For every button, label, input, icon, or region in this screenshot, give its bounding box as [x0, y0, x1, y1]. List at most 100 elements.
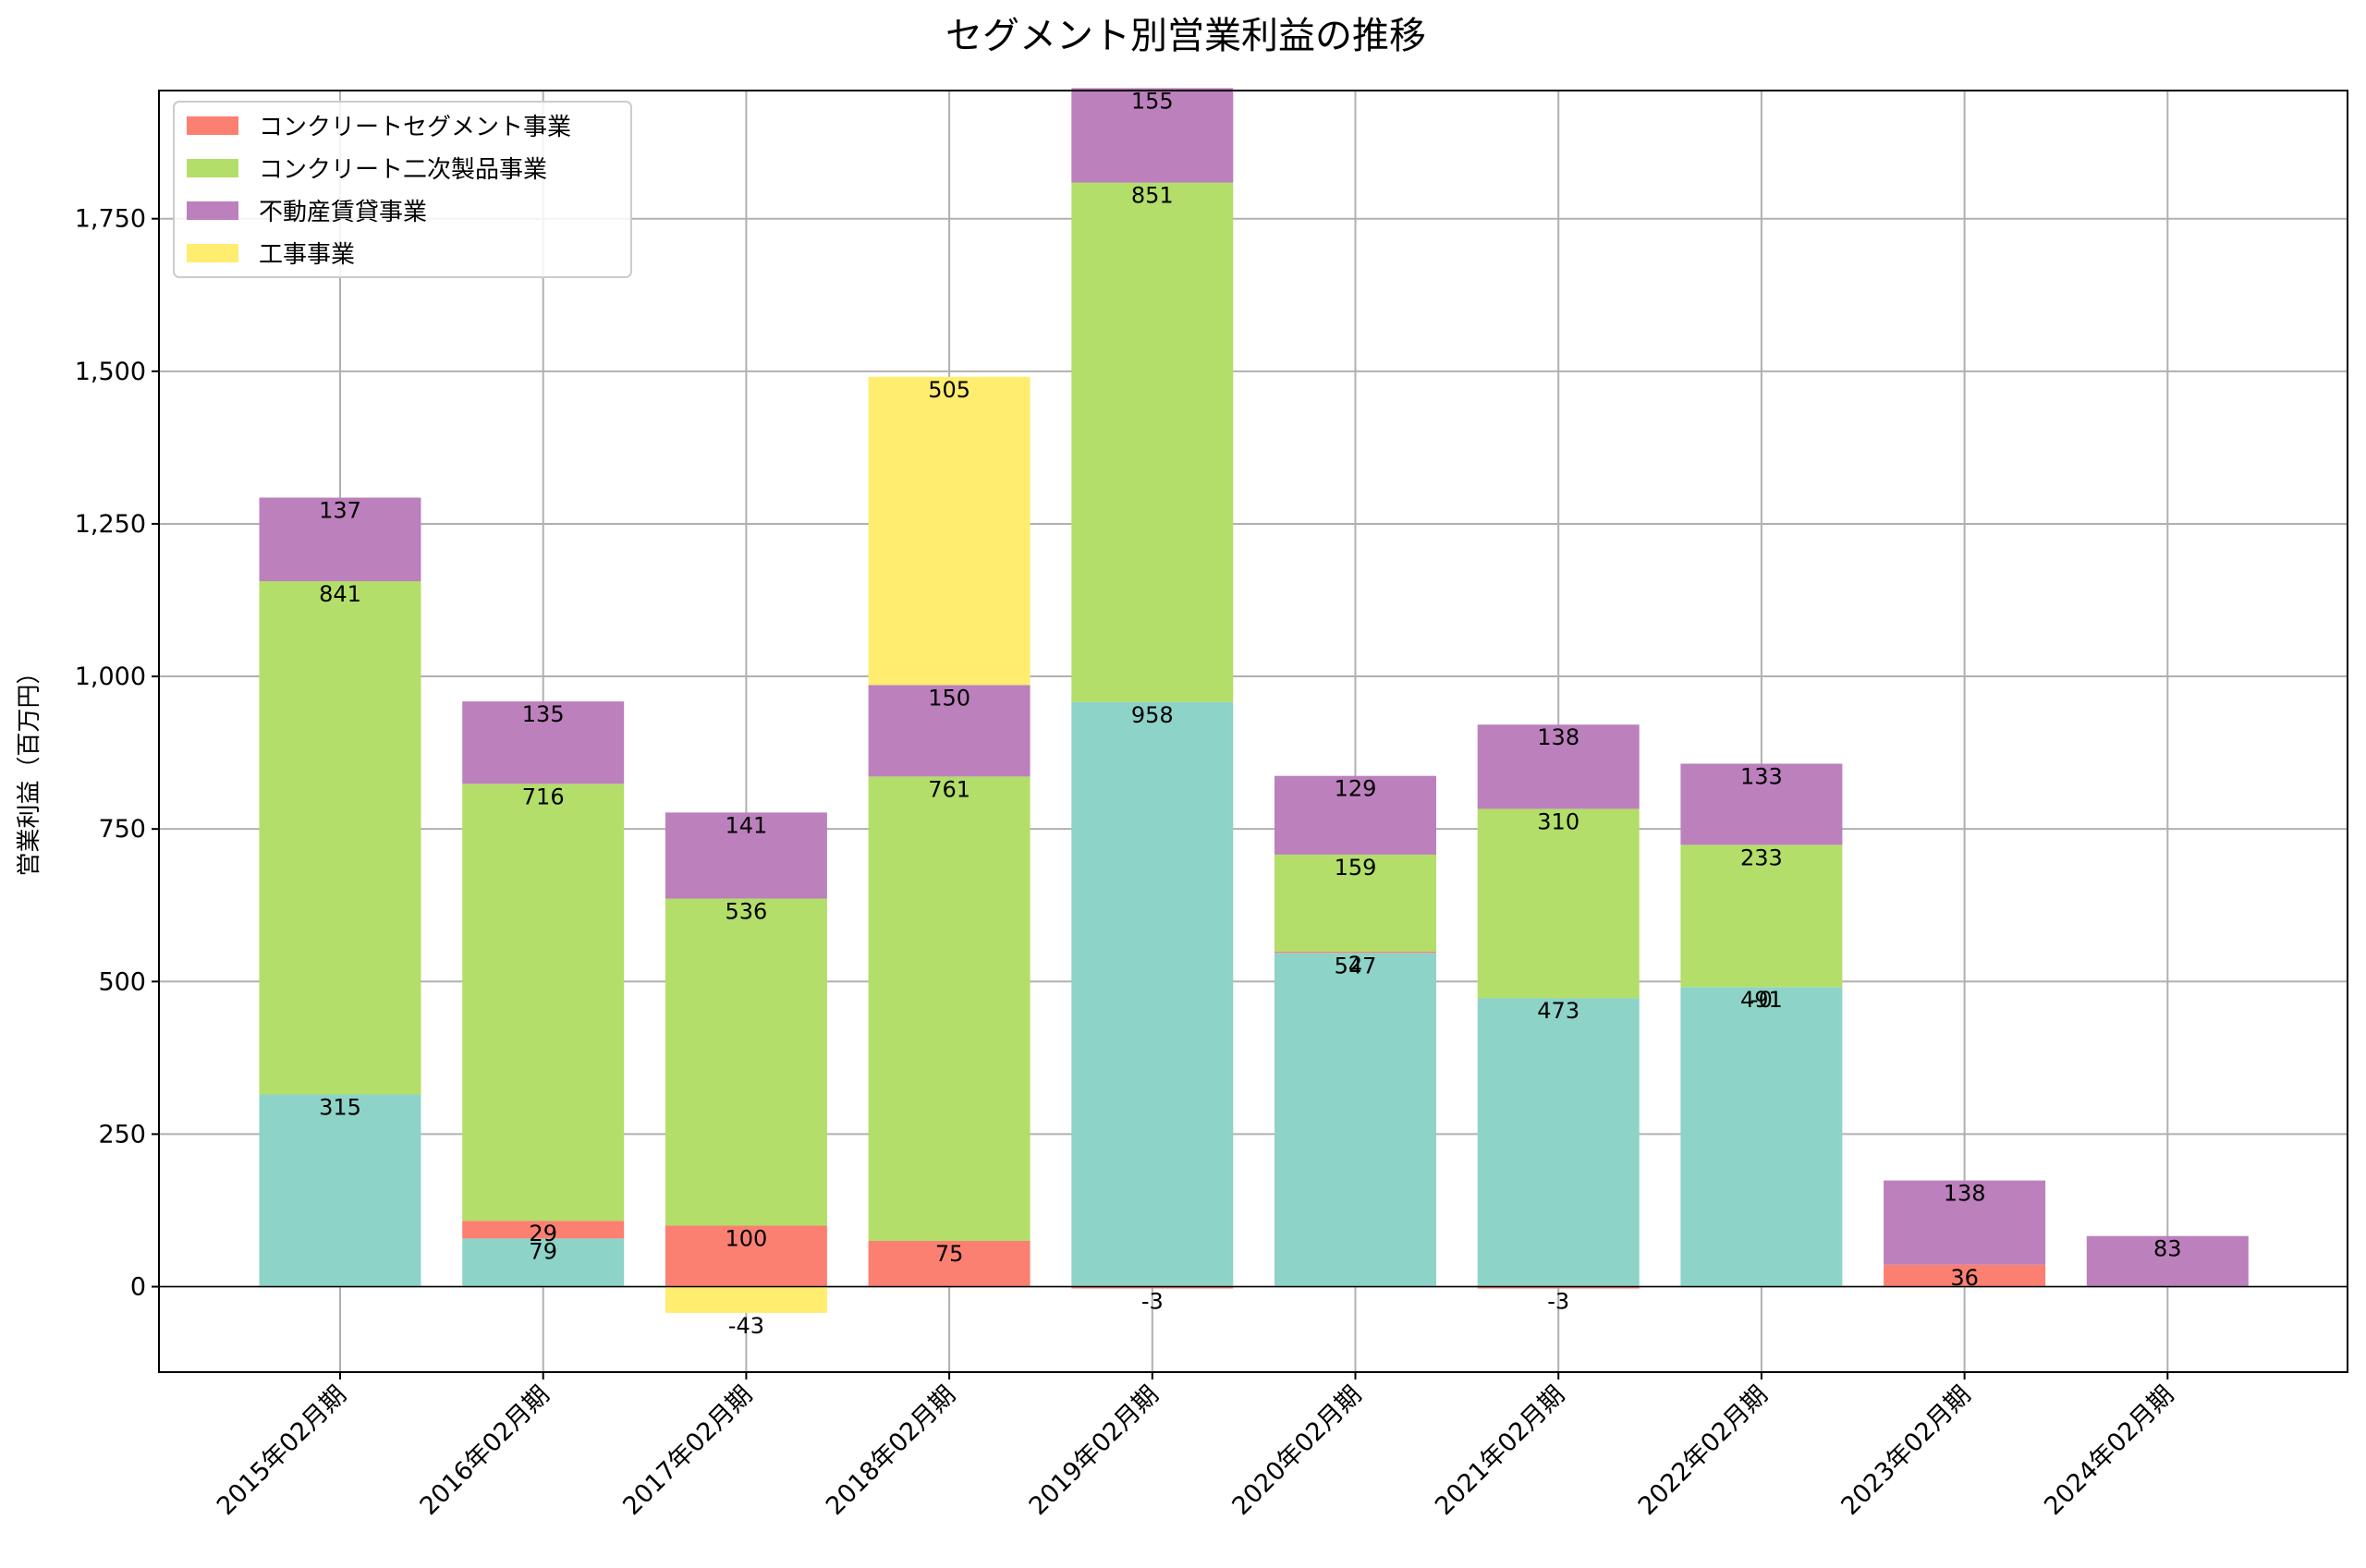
bar-segment: [868, 1240, 1031, 1287]
bar-segment: [462, 1238, 625, 1287]
data-label: 536: [725, 898, 767, 924]
data-label: 83: [2153, 1236, 2182, 1262]
legend-swatch: [187, 244, 238, 262]
bars-layer: [259, 88, 2249, 1313]
bar-segment: [1274, 953, 1436, 1287]
data-label: 233: [1740, 845, 1783, 870]
data-label: -0: [1750, 987, 1773, 1013]
chart-title: セグメント別営業利益の推移: [945, 15, 1426, 57]
x-tick-label: 2015年02月期: [212, 1380, 352, 1521]
x-tick-label: 2020年02月期: [1226, 1380, 1367, 1521]
data-label: 315: [319, 1094, 361, 1120]
data-label: 135: [522, 701, 565, 727]
x-tick-label: 2016年02月期: [415, 1380, 555, 1521]
data-label: 2: [1348, 952, 1362, 978]
data-label: 841: [319, 581, 361, 607]
data-label: 310: [1537, 808, 1579, 834]
data-label: 137: [319, 498, 361, 524]
data-label: 129: [1335, 776, 1377, 802]
data-label: 547: [1335, 953, 1377, 978]
bar-segment: [259, 1094, 421, 1287]
data-label: 716: [522, 784, 565, 809]
bar-segment: [1680, 845, 1843, 988]
bar-segment: [868, 376, 1031, 686]
x-tick-label: 2017年02月期: [617, 1380, 758, 1521]
data-label: 141: [725, 812, 767, 838]
y-tick-label: 500: [98, 967, 146, 996]
bar-segment: [1680, 763, 1843, 845]
y-tick-label: 0: [130, 1273, 146, 1302]
bar-segment: [665, 1286, 827, 1313]
data-label: -3: [1547, 1289, 1569, 1315]
x-tick-label: 2023年02月期: [1835, 1380, 1976, 1521]
data-label: 851: [1131, 183, 1174, 209]
data-label: 473: [1537, 998, 1579, 1024]
data-label: 75: [935, 1241, 964, 1267]
bar-segment: [1071, 1286, 1234, 1289]
data-label: 159: [1335, 855, 1377, 881]
y-tick-label: 750: [98, 815, 146, 844]
data-label: 155: [1131, 88, 1174, 114]
bar-segment: [2086, 1235, 2249, 1287]
bar-segment: [1680, 987, 1843, 1287]
bar-segment: [1274, 775, 1436, 855]
bar-segment: [1274, 854, 1436, 952]
bar-segment: [1274, 951, 1436, 954]
data-label: 133: [1740, 764, 1783, 790]
bar-segment: [1884, 1180, 2046, 1265]
legend-swatch: [187, 116, 238, 135]
bar-segment: [462, 784, 625, 1222]
data-label: 505: [928, 377, 970, 403]
x-tick-label: 2022年02月期: [1633, 1380, 1774, 1521]
bar-segment: [462, 1221, 625, 1239]
y-axis-label: 営業利益（百万円）: [16, 660, 43, 876]
bar-segment: [1477, 724, 1640, 809]
legend-swatch: [187, 159, 238, 177]
data-label: 150: [928, 685, 970, 711]
data-label: 761: [928, 776, 970, 802]
bar-segment: [665, 1225, 827, 1287]
data-label: 79: [529, 1238, 557, 1264]
bar-segment: [1477, 998, 1640, 1287]
legend-box: [173, 101, 632, 278]
x-tick-label: 2019年02月期: [1024, 1380, 1165, 1521]
x-tick-label: 2024年02月期: [2039, 1380, 2179, 1521]
data-label: 958: [1131, 702, 1174, 728]
plot-frame: [158, 90, 2348, 1373]
data-label: 100: [725, 1225, 767, 1251]
bar-segment: [1071, 88, 1234, 183]
y-tick-label: 1,500: [75, 358, 146, 386]
y-tick-label: 250: [98, 1120, 146, 1149]
bar-segment: [259, 497, 421, 582]
y-tick-label: 1,250: [75, 510, 146, 539]
bar-segment: [1071, 182, 1234, 702]
data-label: 29: [529, 1221, 557, 1246]
data-label: -43: [728, 1313, 764, 1339]
legend-label: コンクリート二次製品事業: [259, 156, 547, 184]
y-tick-label: 1,000: [75, 662, 146, 691]
bar-segment: [1477, 808, 1640, 999]
legend-label: コンクリートセグメント事業: [259, 114, 571, 141]
data-label: -3: [1141, 1289, 1164, 1315]
legend-swatch: [187, 201, 238, 220]
x-tick-label: 2018年02月期: [821, 1380, 961, 1521]
legend-label: 不動産賃貸事業: [259, 199, 427, 226]
bar-segment: [1477, 1286, 1640, 1289]
bar-segment: [259, 581, 421, 1095]
bar-segment: [462, 701, 625, 784]
bar-segment: [868, 685, 1031, 777]
data-label: 138: [1537, 724, 1579, 750]
data-label: 138: [1944, 1181, 1986, 1207]
y-tick-label: 1,750: [75, 205, 146, 234]
x-tick-label: 2021年02月期: [1430, 1380, 1570, 1521]
legend-label: 工事事業: [259, 241, 355, 269]
data-label: 491: [1740, 987, 1783, 1013]
bar-segment: [665, 812, 827, 899]
bar-segment: [1884, 1264, 2046, 1287]
bar-segment: [665, 898, 827, 1226]
bar-segment: [1071, 701, 1234, 1287]
bar-segment: [868, 776, 1031, 1241]
